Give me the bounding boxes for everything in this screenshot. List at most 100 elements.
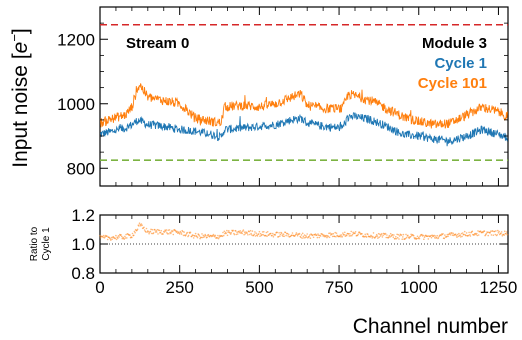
ratio-point <box>180 233 183 235</box>
ratio-point <box>170 232 172 235</box>
ratio-point <box>461 235 463 238</box>
ratio-point <box>402 233 405 236</box>
main-y-tick-label: 1000 <box>57 95 95 114</box>
ratio-point <box>340 236 342 238</box>
ratio-point <box>199 237 201 240</box>
ratio-point <box>224 232 226 235</box>
ratio-point <box>126 237 128 239</box>
ratio-point <box>423 238 425 240</box>
ratio-point <box>394 237 397 240</box>
ratio-point <box>465 234 467 237</box>
ratio-point <box>229 232 231 234</box>
ratio-point <box>133 230 136 233</box>
ratio-y-tick-label: 0.8 <box>71 264 95 283</box>
ratio-point <box>140 225 142 227</box>
ratio-point <box>256 235 259 237</box>
ratio-point <box>262 233 265 236</box>
ratio-point <box>505 232 507 235</box>
ratio-point <box>489 231 492 234</box>
ratio-point <box>416 235 419 238</box>
ratio-point <box>235 230 237 232</box>
ratio-point <box>212 233 215 236</box>
ratio-point <box>347 233 350 235</box>
ratio-point <box>296 233 298 236</box>
ratio-point <box>352 231 354 234</box>
ratio-point <box>473 234 476 236</box>
ratio-point <box>351 233 354 236</box>
ratio-point <box>501 235 504 237</box>
ratio-point <box>278 232 280 234</box>
x-tick-label: 0 <box>95 278 104 297</box>
series-line-0 <box>99 112 508 147</box>
ratio-point <box>148 232 150 235</box>
ratio-point <box>136 228 139 231</box>
ratio-point <box>198 233 200 236</box>
ratio-point <box>243 231 246 233</box>
ratio-point <box>326 236 328 239</box>
ratio-point <box>467 234 470 237</box>
ratio-point <box>230 232 233 234</box>
ratio-point <box>133 234 135 237</box>
ratio-point <box>123 238 125 240</box>
ratio-point <box>393 234 395 236</box>
ratio-point <box>317 234 320 237</box>
x-tick-label: 1250 <box>480 278 518 297</box>
ratio-point <box>254 235 257 237</box>
ratio-point <box>155 229 157 232</box>
x-tick-label: 500 <box>245 278 273 297</box>
ratio-point <box>372 235 374 238</box>
ratio-point <box>227 231 229 233</box>
ratio-point <box>389 232 392 235</box>
ratio-point <box>370 235 373 238</box>
ratio-point <box>458 232 460 235</box>
ratio-point <box>151 228 154 231</box>
ratio-point <box>282 233 285 235</box>
ratio-point <box>351 234 353 237</box>
ratio-point <box>276 231 279 234</box>
ratio-point <box>238 231 241 234</box>
ratio-point <box>376 235 379 237</box>
ratio-point <box>328 236 331 239</box>
ratio-point <box>309 237 312 239</box>
ratio-point <box>306 233 309 235</box>
ratio-point <box>350 230 353 233</box>
ratio-point <box>150 228 152 231</box>
ratio-y-tick-label: 1.0 <box>71 235 95 254</box>
ratio-point <box>118 236 120 238</box>
ratio-point <box>357 233 360 235</box>
ratio-point <box>391 234 394 236</box>
ratio-point <box>131 236 133 239</box>
ratio-point <box>490 234 493 236</box>
ratio-point <box>446 233 449 236</box>
x-tick-label: 250 <box>166 278 194 297</box>
ratio-point <box>308 235 310 238</box>
y-label-electron: e <box>9 42 32 54</box>
ratio-point <box>446 235 448 238</box>
ratio-point <box>504 230 506 233</box>
ratio-point <box>218 236 220 238</box>
ratio-point <box>316 236 319 239</box>
ratio-point <box>171 230 174 233</box>
ratio-point <box>114 237 117 240</box>
cycle101-legend-label: Cycle 101 <box>418 75 487 92</box>
ratio-point <box>495 230 497 232</box>
ratio-point <box>235 233 238 236</box>
ratio-point <box>280 232 283 234</box>
ratio-point <box>226 234 229 237</box>
ratio-point <box>440 234 442 237</box>
ratio-point <box>493 230 496 233</box>
ratio-point <box>196 236 199 239</box>
ratio-point <box>192 234 194 237</box>
ratio-point <box>498 233 501 236</box>
ratio-point <box>145 231 147 233</box>
y-label-superscript: − <box>7 34 22 42</box>
ratio-point <box>486 231 489 234</box>
ratio-y-tick-label: 1.2 <box>71 206 95 225</box>
ratio-point <box>321 233 324 236</box>
ratio-point <box>241 232 243 235</box>
ratio-point <box>435 236 438 239</box>
ratio-point <box>354 231 357 233</box>
ratio-point <box>266 231 269 233</box>
ratio-point <box>327 235 330 238</box>
ratio-point <box>186 231 189 234</box>
